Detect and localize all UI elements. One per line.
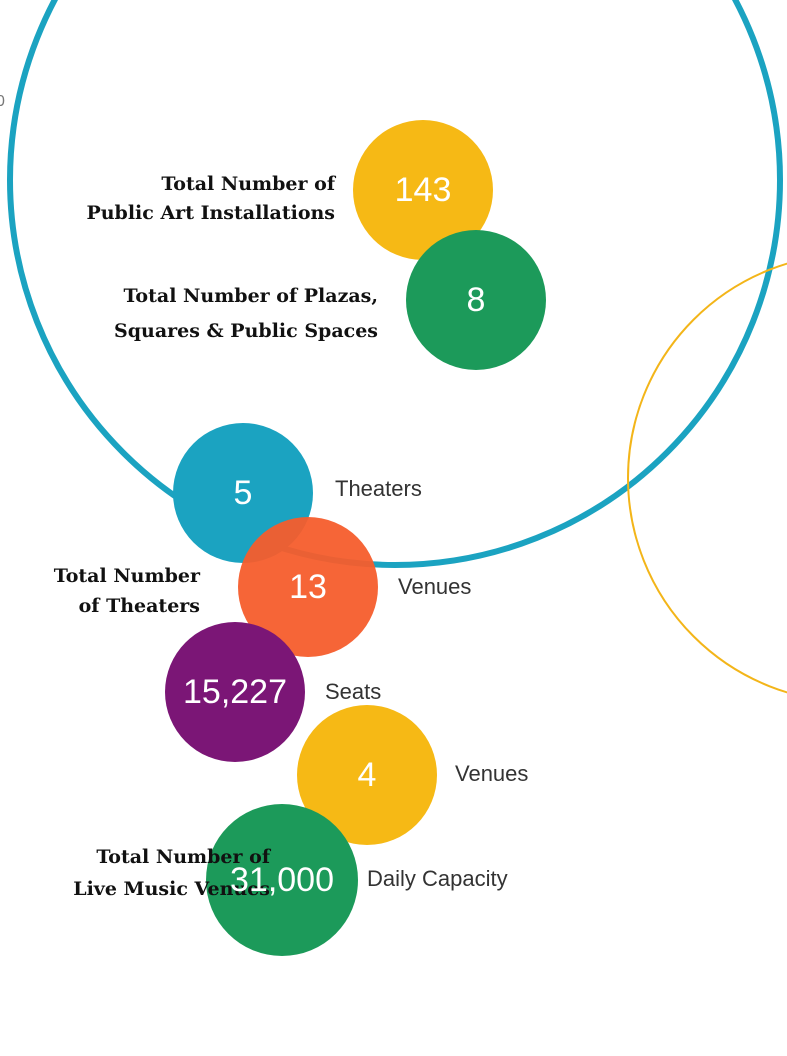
stat-value: 4 <box>358 756 377 794</box>
bubble <box>406 230 546 370</box>
stat-caption: Theaters <box>335 476 422 501</box>
group-heading: Public Art Installations <box>86 202 335 224</box>
stat-value: 8 <box>467 281 486 319</box>
stat-value: 143 <box>395 171 452 209</box>
bubble <box>206 804 358 956</box>
stat-caption: Venues <box>398 574 471 599</box>
group-heading: Total Number of <box>161 173 337 195</box>
stat-value: 31,000 <box>230 861 334 899</box>
stat-caption: Daily Capacity <box>367 866 508 891</box>
outer-ring <box>7 0 783 568</box>
bubble <box>353 120 493 260</box>
group-heading: of Theaters <box>79 595 200 617</box>
stat-caption: Seats <box>325 679 381 704</box>
bubble <box>238 517 378 657</box>
stat-value: 13 <box>289 568 327 606</box>
bubble <box>297 705 437 845</box>
group-heading: Total Number <box>54 565 201 587</box>
group-heading: Total Number of Plazas, <box>123 285 378 307</box>
bubble <box>165 622 305 762</box>
stat-value: 15,227 <box>183 673 287 711</box>
group-heading: Live Music Venues <box>73 878 270 900</box>
side-ring <box>627 262 787 694</box>
stat-value: 5 <box>234 474 253 512</box>
edge-text: 0 <box>0 93 5 110</box>
group-heading: Squares & Public Spaces <box>114 320 378 342</box>
stat-caption: Venues <box>455 761 528 786</box>
group-heading: Total Number of <box>96 846 272 868</box>
